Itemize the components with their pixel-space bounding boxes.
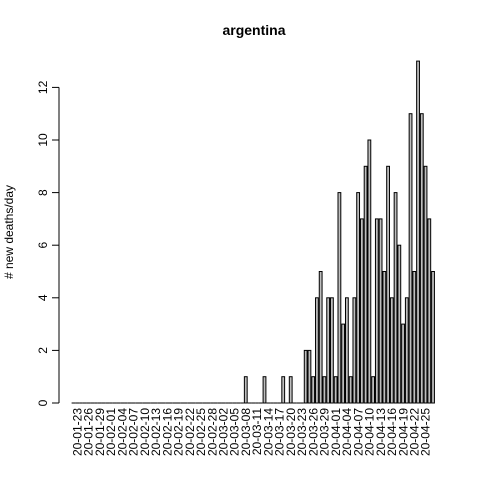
x-tick-label: 20-02-04 xyxy=(115,408,129,456)
bar xyxy=(352,297,357,404)
x-tick-label: 20-01-26 xyxy=(82,408,96,456)
bar xyxy=(408,113,413,404)
bar xyxy=(427,218,432,404)
x-tick-label: 20-04-25 xyxy=(419,408,433,456)
bars xyxy=(71,60,435,404)
x-axis: 20-01-2320-01-2620-01-2920-02-0120-02-04… xyxy=(70,408,432,456)
x-tick-label: 20-02-28 xyxy=(205,408,219,456)
bar xyxy=(371,376,376,404)
bar xyxy=(330,297,334,404)
bar xyxy=(397,244,402,404)
bar xyxy=(359,218,364,404)
bar xyxy=(356,192,361,404)
x-tick-label: 20-02-07 xyxy=(127,408,141,456)
bar xyxy=(318,271,323,404)
bar xyxy=(423,165,428,404)
y-tick-label: 2 xyxy=(36,347,50,354)
bar xyxy=(416,60,420,404)
bar xyxy=(382,271,387,404)
bar xyxy=(401,323,405,404)
bar xyxy=(341,323,346,404)
x-tick-label: 20-03-23 xyxy=(295,408,309,456)
bar xyxy=(333,376,338,404)
x-tick-label: 20-03-17 xyxy=(273,408,287,456)
bar xyxy=(337,192,342,404)
bar xyxy=(281,376,286,404)
bar xyxy=(303,349,308,404)
y-tick-label: 0 xyxy=(36,399,50,406)
bar xyxy=(348,376,353,404)
bar xyxy=(386,165,390,404)
x-tick-label: 20-03-02 xyxy=(217,408,231,456)
y-tick-label: 6 xyxy=(36,242,50,249)
y-tick-label: 8 xyxy=(36,189,50,196)
x-tick-label: 20-03-08 xyxy=(239,408,253,456)
chart-title: argentina xyxy=(222,22,285,38)
bar xyxy=(367,139,372,404)
x-tick-label: 20-02-13 xyxy=(149,408,163,456)
x-tick-label: 20-04-01 xyxy=(329,408,343,456)
bar xyxy=(322,376,327,404)
x-tick-label: 20-01-29 xyxy=(93,408,107,456)
bar xyxy=(404,297,409,404)
x-tick-label: 20-02-25 xyxy=(194,408,208,456)
bar xyxy=(363,165,368,404)
y-tick-label: 10 xyxy=(36,133,50,147)
bar xyxy=(419,113,424,404)
bar xyxy=(412,271,417,404)
bar xyxy=(393,192,398,404)
x-tick-label: 20-02-16 xyxy=(160,408,174,456)
x-tick-label: 20-02-22 xyxy=(183,408,197,456)
y-tick-label: 12 xyxy=(36,80,50,94)
x-tick-label: 20-02-10 xyxy=(138,408,152,456)
x-tick-label: 20-03-20 xyxy=(284,408,298,456)
x-tick-label: 20-04-10 xyxy=(363,408,377,456)
x-tick-label: 20-04-16 xyxy=(385,408,399,456)
x-tick-label: 20-03-26 xyxy=(306,408,320,456)
y-axis: 0 2 4 6 8 10 12 xyxy=(36,80,60,406)
x-tick-label: 20-01-23 xyxy=(70,408,84,456)
x-tick-label: 20-04-19 xyxy=(396,408,410,456)
bar xyxy=(389,297,394,404)
bar xyxy=(378,218,383,404)
bar xyxy=(288,376,293,404)
x-tick-label: 20-04-13 xyxy=(374,408,388,456)
x-tick-label: 20-04-04 xyxy=(340,408,354,456)
x-tick-label: 20-03-29 xyxy=(318,408,332,456)
bar xyxy=(262,376,267,404)
bar xyxy=(315,297,319,404)
bar xyxy=(243,376,248,404)
bar xyxy=(431,271,435,404)
x-tick-label: 20-02-19 xyxy=(172,408,186,456)
bar xyxy=(344,297,349,404)
x-tick-label: 20-04-07 xyxy=(351,408,365,456)
bar xyxy=(311,376,316,404)
bar xyxy=(326,297,331,404)
y-axis-label: # new deaths/day xyxy=(2,185,16,279)
bar xyxy=(374,218,379,404)
x-tick-label: 20-03-05 xyxy=(228,408,242,456)
x-tick-label: 20-04-22 xyxy=(408,408,422,456)
x-tick-label: 20-03-11 xyxy=(250,408,264,455)
x-tick-label: 20-03-14 xyxy=(261,408,275,456)
bar xyxy=(307,349,312,404)
y-tick-label: 4 xyxy=(36,294,50,301)
x-tick-label: 20-02-01 xyxy=(104,408,118,456)
